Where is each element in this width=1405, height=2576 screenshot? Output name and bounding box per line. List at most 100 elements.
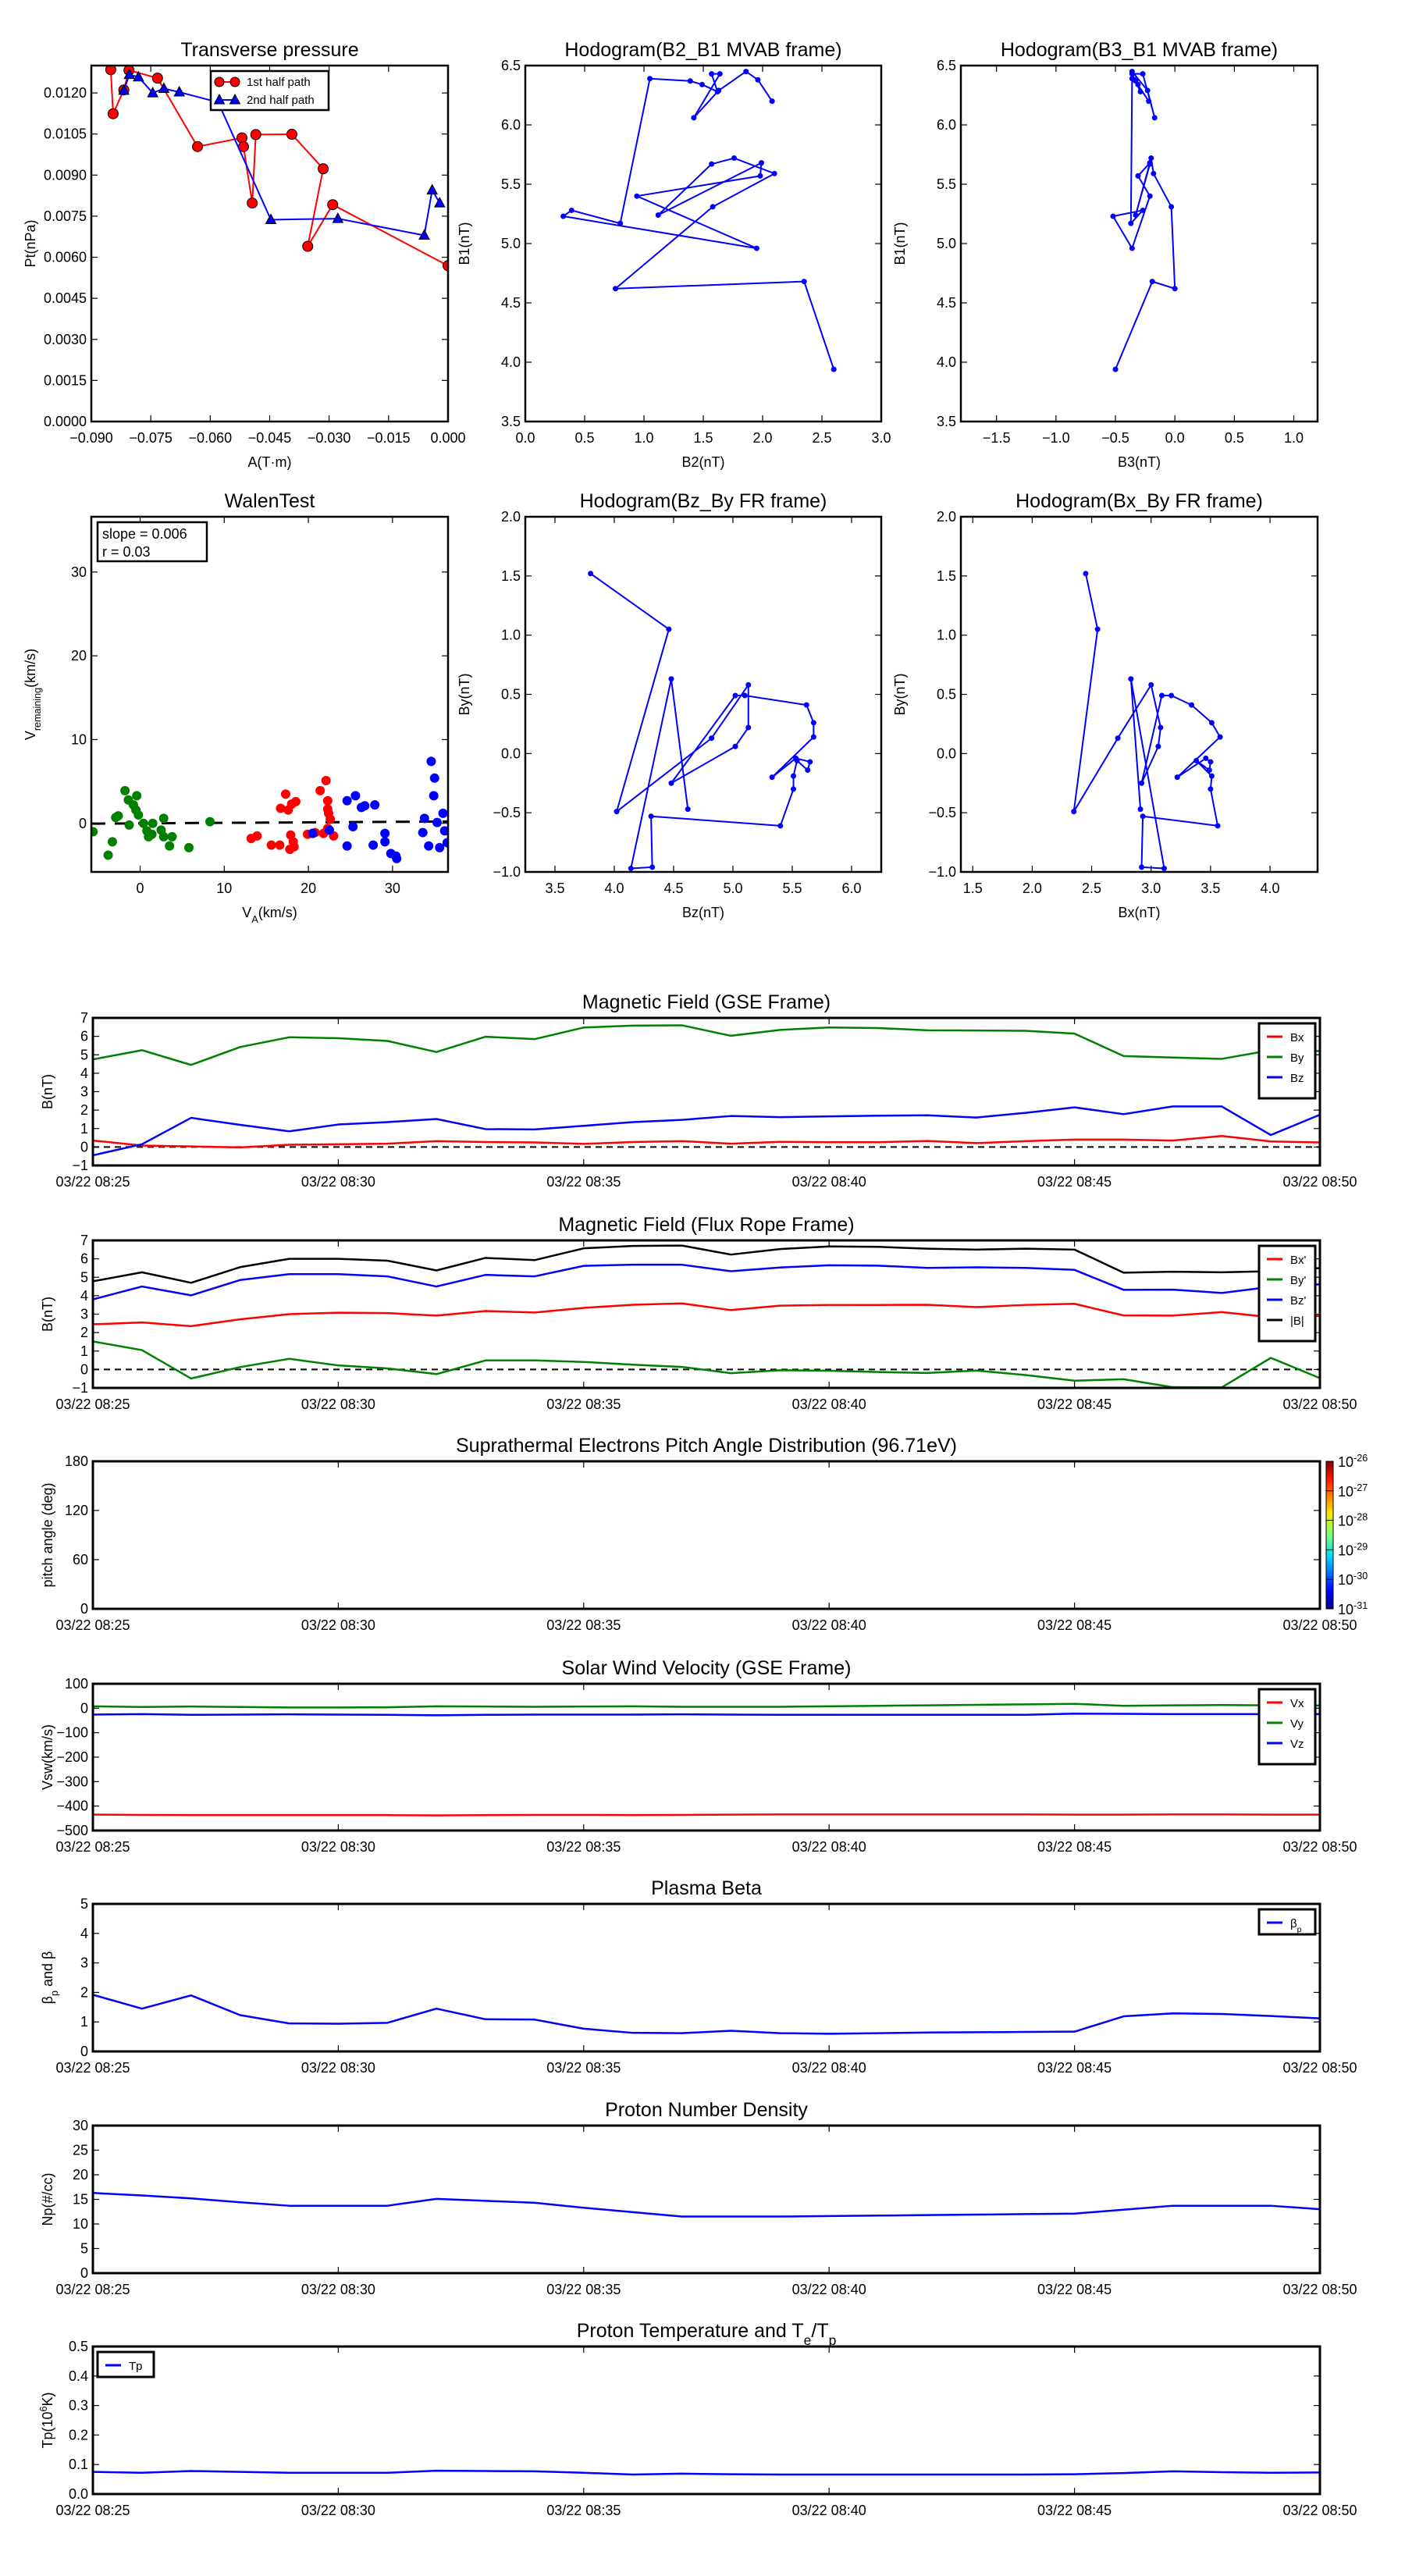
data-point — [655, 212, 661, 219]
data-point — [1137, 806, 1144, 813]
data-point — [1217, 734, 1223, 740]
x-tick-label: 03/22 08:45 — [1037, 2282, 1112, 2297]
colorbar-label-part: -30 — [1353, 1571, 1368, 1582]
axes-frame — [91, 1239, 1321, 1389]
y-tick-label: 100 — [65, 1676, 88, 1692]
colorbar-label: 10-28 — [1338, 1512, 1368, 1529]
data-point — [429, 791, 439, 801]
colorbar-label-part: 10 — [1338, 1602, 1353, 1617]
x-tick-label: −0.090 — [69, 430, 113, 446]
legend: Vx Vy Vz — [1257, 1688, 1317, 1766]
y-tick-label: 3 — [80, 1084, 88, 1100]
y-tick-label: −500 — [56, 1823, 88, 1838]
data-point — [1110, 213, 1116, 219]
annotation-text: slope = 0.006 — [102, 526, 187, 542]
y-tick-label: −300 — [56, 1774, 88, 1789]
x-tick-label: 0.0 — [1165, 430, 1185, 446]
data-point — [1140, 71, 1146, 77]
plot-area — [105, 66, 448, 272]
y-tick-label: 120 — [65, 1503, 88, 1518]
x-tick-label: 03/22 08:40 — [792, 2060, 866, 2076]
data-point — [147, 87, 159, 98]
series-line-tp — [93, 2469, 1320, 2476]
data-point — [429, 773, 439, 783]
plot-area — [93, 1024, 1320, 1157]
y-tick-label: 5 — [80, 1047, 88, 1062]
walen-test-chart: 0 10 20 300102030WalenTestVA(km/s)Vremainin… — [23, 490, 450, 925]
x-tick-label: 03/22 08:50 — [1282, 1839, 1357, 1855]
data-point — [1144, 87, 1151, 94]
hodogram-bx-by-chart: 1.5 2.0 2.5 3.0 3.5 4.0 −1.0 −0.5 0.0 0.5 1.0 1.5 2.… — [892, 490, 1319, 920]
data-point — [685, 806, 691, 813]
y-axis-label-part: (km/s) — [23, 649, 38, 688]
data-point — [275, 840, 285, 850]
data-point — [647, 76, 653, 82]
y-tick-label: 0.2 — [69, 2427, 88, 2443]
y-tick-label: −0.5 — [928, 805, 956, 820]
data-point — [1208, 720, 1215, 726]
y-tick-label: 2 — [80, 1102, 88, 1118]
data-point — [325, 814, 336, 824]
data-point — [710, 204, 716, 210]
y-axis-label: B(nT) — [40, 1074, 55, 1109]
y-tick-label: 6.5 — [501, 58, 521, 73]
data-point — [133, 810, 144, 820]
y-axis-label: B1(nT) — [892, 222, 908, 265]
data-point — [742, 692, 748, 699]
colorbar-label-part: -29 — [1353, 1541, 1368, 1552]
y-tick-label: 0 — [80, 1601, 88, 1617]
y-tick-label: 30 — [73, 2118, 88, 2133]
data-point — [1112, 366, 1119, 372]
axes-frame — [90, 515, 450, 873]
data-point — [613, 286, 619, 292]
x-tick-label: 03/22 08:45 — [1037, 1397, 1112, 1412]
data-point — [831, 366, 837, 372]
y-tick-label: 0.0000 — [44, 414, 87, 429]
data-point — [668, 780, 674, 786]
data-point — [322, 795, 333, 806]
colorbar-label-part: -27 — [1353, 1482, 1368, 1493]
data-point — [348, 822, 358, 832]
colorbar-label-part: 10 — [1338, 1542, 1353, 1558]
x-tick-label: 03/22 08:45 — [1037, 1839, 1112, 1855]
y-tick-label: 0 — [80, 2044, 88, 2059]
y-tick-label: 1.5 — [501, 568, 521, 584]
y-tick-label: 0 — [80, 1139, 88, 1155]
x-tick-label: 4.0 — [1261, 881, 1280, 896]
x-tick-label: 1.0 — [634, 430, 653, 446]
x-tick-label: 2.5 — [812, 430, 831, 446]
legend-box — [1257, 1908, 1317, 1936]
x-tick-label: 1.5 — [963, 881, 983, 896]
x-tick-label: 2.0 — [752, 430, 772, 446]
chart-title-part: p — [829, 2332, 837, 2348]
chart-title: Hodogram(B2_B1 MVAB frame) — [564, 39, 841, 61]
data-point — [753, 245, 759, 251]
y-tick-label: 15 — [73, 2192, 88, 2208]
data-point — [342, 795, 352, 806]
data-point — [691, 115, 697, 121]
y-tick-label: −1 — [72, 1158, 88, 1173]
y-tick-label: 5 — [80, 1269, 88, 1285]
chart-title-part: Proton Temperature and T — [577, 2320, 804, 2342]
y-tick-label: 5.0 — [501, 236, 521, 251]
data-point — [370, 800, 380, 810]
y-axis-label: Tp(106K) — [38, 2392, 55, 2448]
y-axis-label: By(nT) — [892, 674, 908, 716]
x-tick-label: 03/22 08:50 — [1282, 1397, 1357, 1412]
data-point — [755, 76, 761, 83]
x-tick-label: 0.0 — [515, 430, 535, 446]
y-tick-label: 25 — [73, 2143, 88, 2158]
y-tick-label: 4.0 — [501, 354, 521, 370]
x-tick-label: 03/22 08:35 — [546, 2503, 621, 2518]
y-tick-label: 0.0105 — [44, 126, 87, 142]
legend-label: 2nd half path — [247, 94, 315, 107]
x-tick-label: 03/22 08:30 — [301, 2060, 375, 2076]
data-point — [133, 70, 144, 82]
data-point — [803, 702, 809, 708]
x-axis-label: VA(km/s) — [242, 905, 297, 925]
x-tick-label: 03/22 08:40 — [792, 1839, 866, 1855]
proton-number-density-chart: 03/22 08:25 03/22 08:30 03/22 08:35 03/22 0… — [40, 2099, 1357, 2297]
data-point — [1174, 774, 1180, 781]
x-tick-label: 3.5 — [1200, 881, 1220, 896]
plot-area — [93, 1994, 1320, 2035]
